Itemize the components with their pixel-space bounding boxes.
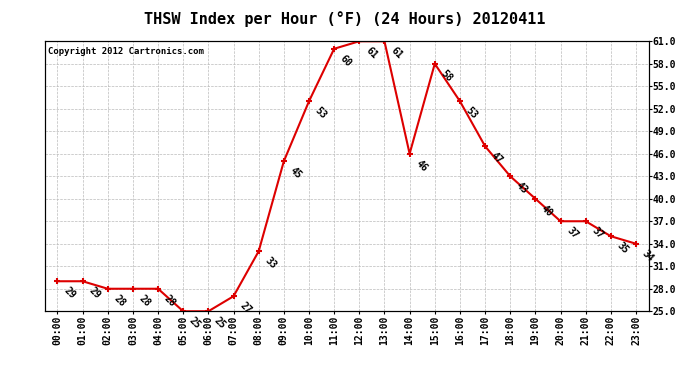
Text: 47: 47 [489,150,504,166]
Text: 27: 27 [237,300,253,316]
Text: 45: 45 [288,165,304,181]
Text: 40: 40 [540,203,555,218]
Text: 29: 29 [61,285,77,301]
Text: 34: 34 [640,248,656,263]
Text: 37: 37 [564,225,580,241]
Text: 25: 25 [188,315,203,331]
Text: 53: 53 [313,105,328,121]
Text: 35: 35 [615,240,631,256]
Text: 37: 37 [590,225,605,241]
Text: 58: 58 [439,68,454,83]
Text: THSW Index per Hour (°F) (24 Hours) 20120411: THSW Index per Hour (°F) (24 Hours) 2012… [144,11,546,27]
Text: 28: 28 [137,293,152,308]
Text: 61: 61 [364,45,379,61]
Text: Copyright 2012 Cartronics.com: Copyright 2012 Cartronics.com [48,46,204,56]
Text: 53: 53 [464,105,480,121]
Text: 43: 43 [515,180,530,196]
Text: 25: 25 [213,315,228,331]
Text: 60: 60 [338,53,354,68]
Text: 46: 46 [414,158,429,173]
Text: 28: 28 [162,293,177,308]
Text: 33: 33 [263,255,278,271]
Text: 28: 28 [112,293,127,308]
Text: 61: 61 [388,45,404,61]
Text: 29: 29 [87,285,102,301]
